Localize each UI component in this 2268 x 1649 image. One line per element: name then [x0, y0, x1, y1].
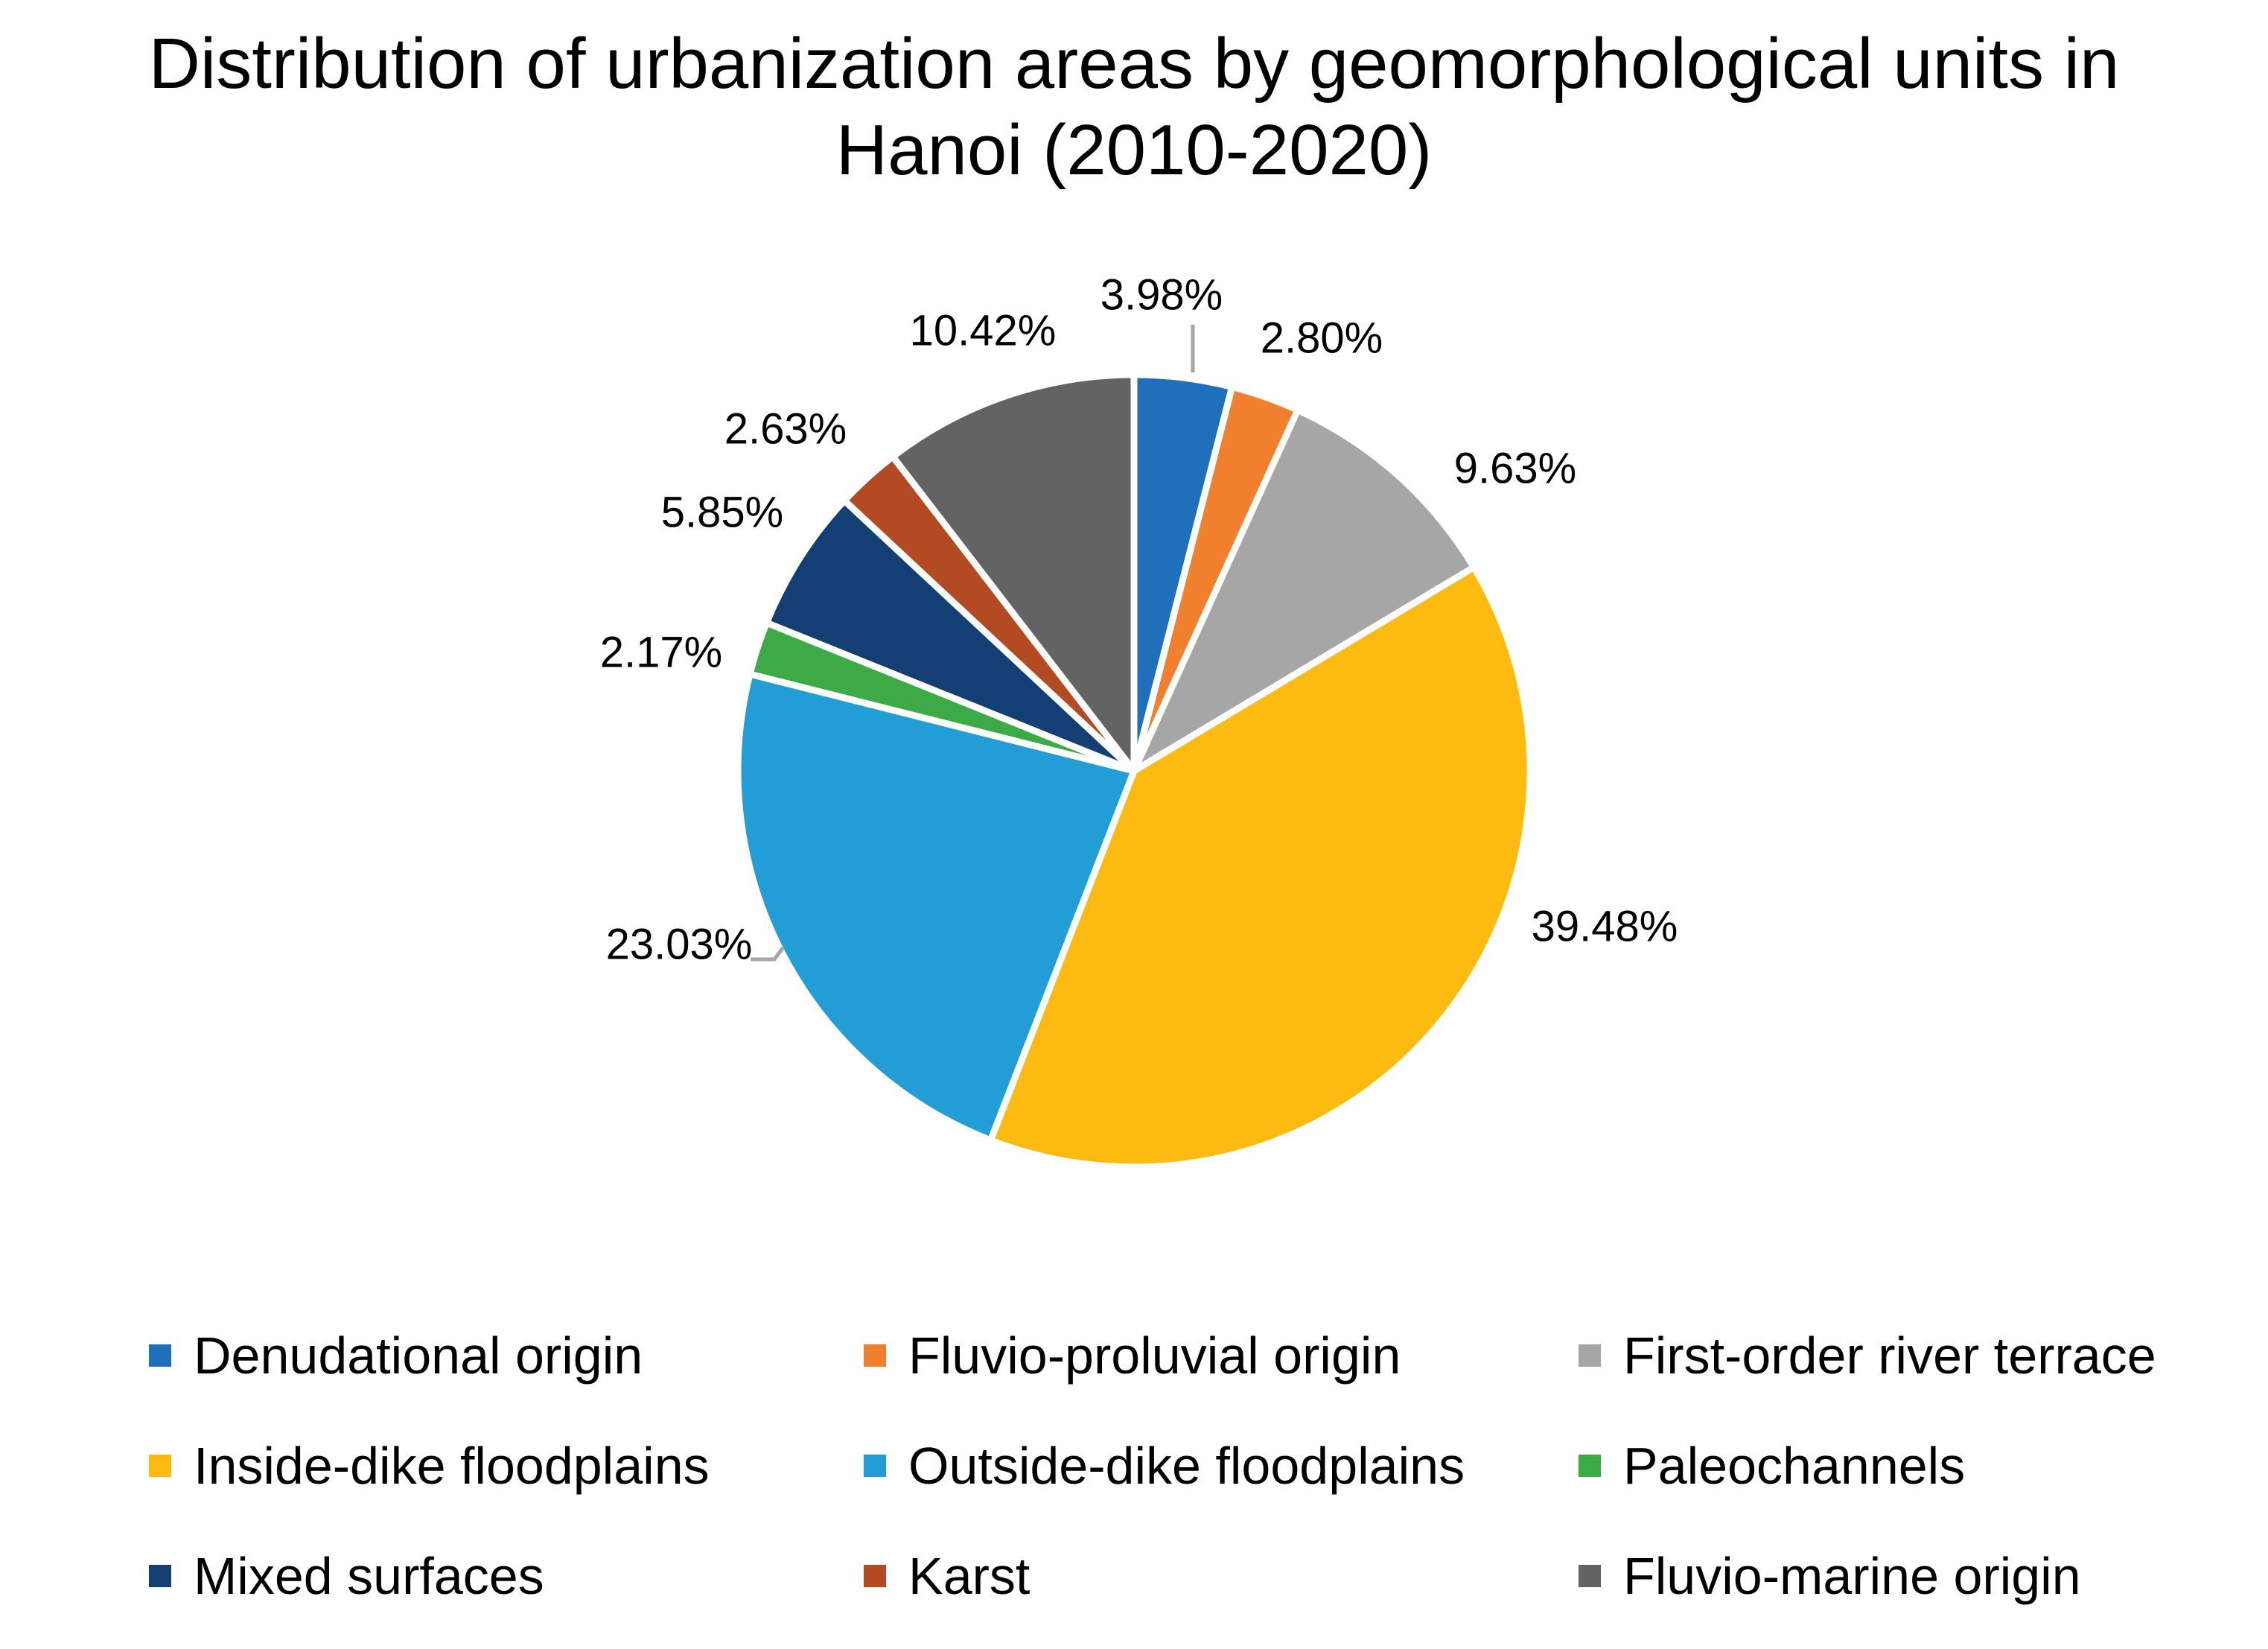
- chart-title-line-2: Hanoi (2010-2020): [835, 110, 1433, 190]
- legend-row-1: Denudational origin Fluvio-proluvial ori…: [149, 1318, 2234, 1429]
- legend-swatch-fluvio-proluvial-origin: [864, 1344, 886, 1367]
- legend-label-outside-dike-floodplains: Outside-dike floodplains: [908, 1437, 1465, 1495]
- legend-label-denudational-origin: Denudational origin: [194, 1326, 643, 1385]
- legend-item-outside-dike-floodplains: Outside-dike floodplains: [864, 1429, 1465, 1503]
- leader-lines: [751, 325, 1195, 962]
- data-labels: 3.98% 2.80% 9.63% 39.48% 23.03% 2.17% 5.85% 2.6…: [600, 270, 1678, 968]
- pie-slice-inside-dike-floodplains: [987, 564, 1534, 1171]
- legend-swatch-inside-dike-floodplains: [149, 1455, 171, 1477]
- legend-item-denudational-origin: Denudational origin: [149, 1318, 643, 1393]
- legend: Denudational origin Fluvio-proluvial ori…: [149, 1318, 2234, 1649]
- pie-slice-first-order-river-terrace: [1130, 407, 1477, 775]
- legend-label-mixed-surfaces: Mixed surfaces: [194, 1547, 544, 1605]
- chart-title: Distribution of urbanization areas by ge…: [0, 21, 2268, 194]
- data-label-karst: 2.63%: [724, 404, 847, 453]
- chart-title-line-1: Distribution of urbanization areas by ge…: [148, 24, 2120, 104]
- data-label-paleochannels: 2.17%: [600, 628, 722, 676]
- data-label-fluvio-marine-origin: 10.42%: [910, 306, 1057, 355]
- data-label-fluvio-proluvial-origin: 2.80%: [1261, 314, 1383, 362]
- legend-row-2: Inside-dike floodplains Outside-dike flo…: [149, 1429, 2234, 1539]
- legend-row-3: Mixed surfaces Karst Fluvio-marine origi…: [149, 1539, 2234, 1649]
- legend-item-mixed-surfaces: Mixed surfaces: [149, 1539, 544, 1613]
- legend-item-fluvio-marine-origin: Fluvio-marine origin: [1579, 1539, 2081, 1613]
- data-label-mixed-surfaces: 5.85%: [661, 488, 783, 536]
- pie-slice-mixed-surfaces: [763, 497, 1138, 775]
- data-label-denudational-origin: 3.98%: [1100, 270, 1223, 319]
- legend-swatch-paleochannels: [1579, 1455, 1601, 1477]
- legend-swatch-fluvio-marine-origin: [1579, 1565, 1601, 1587]
- legend-item-first-order-river-terrace: First-order river terrace: [1579, 1318, 2156, 1393]
- legend-swatch-karst: [864, 1565, 886, 1587]
- legend-item-inside-dike-floodplains: Inside-dike floodplains: [149, 1429, 710, 1503]
- data-label-outside-dike-floodplains: 23.03%: [606, 920, 753, 968]
- pie-slices: [734, 371, 1534, 1171]
- legend-label-fluvio-proluvial-origin: Fluvio-proluvial origin: [908, 1326, 1401, 1385]
- pie-chart: 3.98% 2.80% 9.63% 39.48% 23.03% 2.17% 5.85% 2.6…: [599, 270, 1678, 1171]
- legend-swatch-first-order-river-terrace: [1579, 1344, 1601, 1367]
- data-label-first-order-river-terrace: 9.63%: [1454, 444, 1576, 492]
- pie-slice-fluvio-marine-origin: [889, 371, 1138, 775]
- legend-label-fluvio-marine-origin: Fluvio-marine origin: [1623, 1547, 2081, 1605]
- legend-swatch-mixed-surfaces: [149, 1565, 171, 1587]
- pie-slice-outside-dike-floodplains: [734, 670, 1138, 1144]
- leader-line-outside-dike-floodplains: [751, 946, 785, 962]
- legend-label-first-order-river-terrace: First-order river terrace: [1623, 1326, 2156, 1385]
- legend-label-inside-dike-floodplains: Inside-dike floodplains: [194, 1437, 710, 1495]
- legend-label-paleochannels: Paleochannels: [1623, 1437, 1966, 1495]
- legend-item-paleochannels: Paleochannels: [1579, 1429, 1965, 1503]
- legend-label-karst: Karst: [908, 1547, 1031, 1605]
- legend-item-karst: Karst: [864, 1539, 1030, 1613]
- data-label-inside-dike-floodplains: 39.48%: [1532, 902, 1678, 950]
- legend-item-fluvio-proluvial-origin: Fluvio-proluvial origin: [864, 1318, 1401, 1393]
- legend-swatch-denudational-origin: [149, 1344, 171, 1367]
- legend-swatch-outside-dike-floodplains: [864, 1455, 886, 1477]
